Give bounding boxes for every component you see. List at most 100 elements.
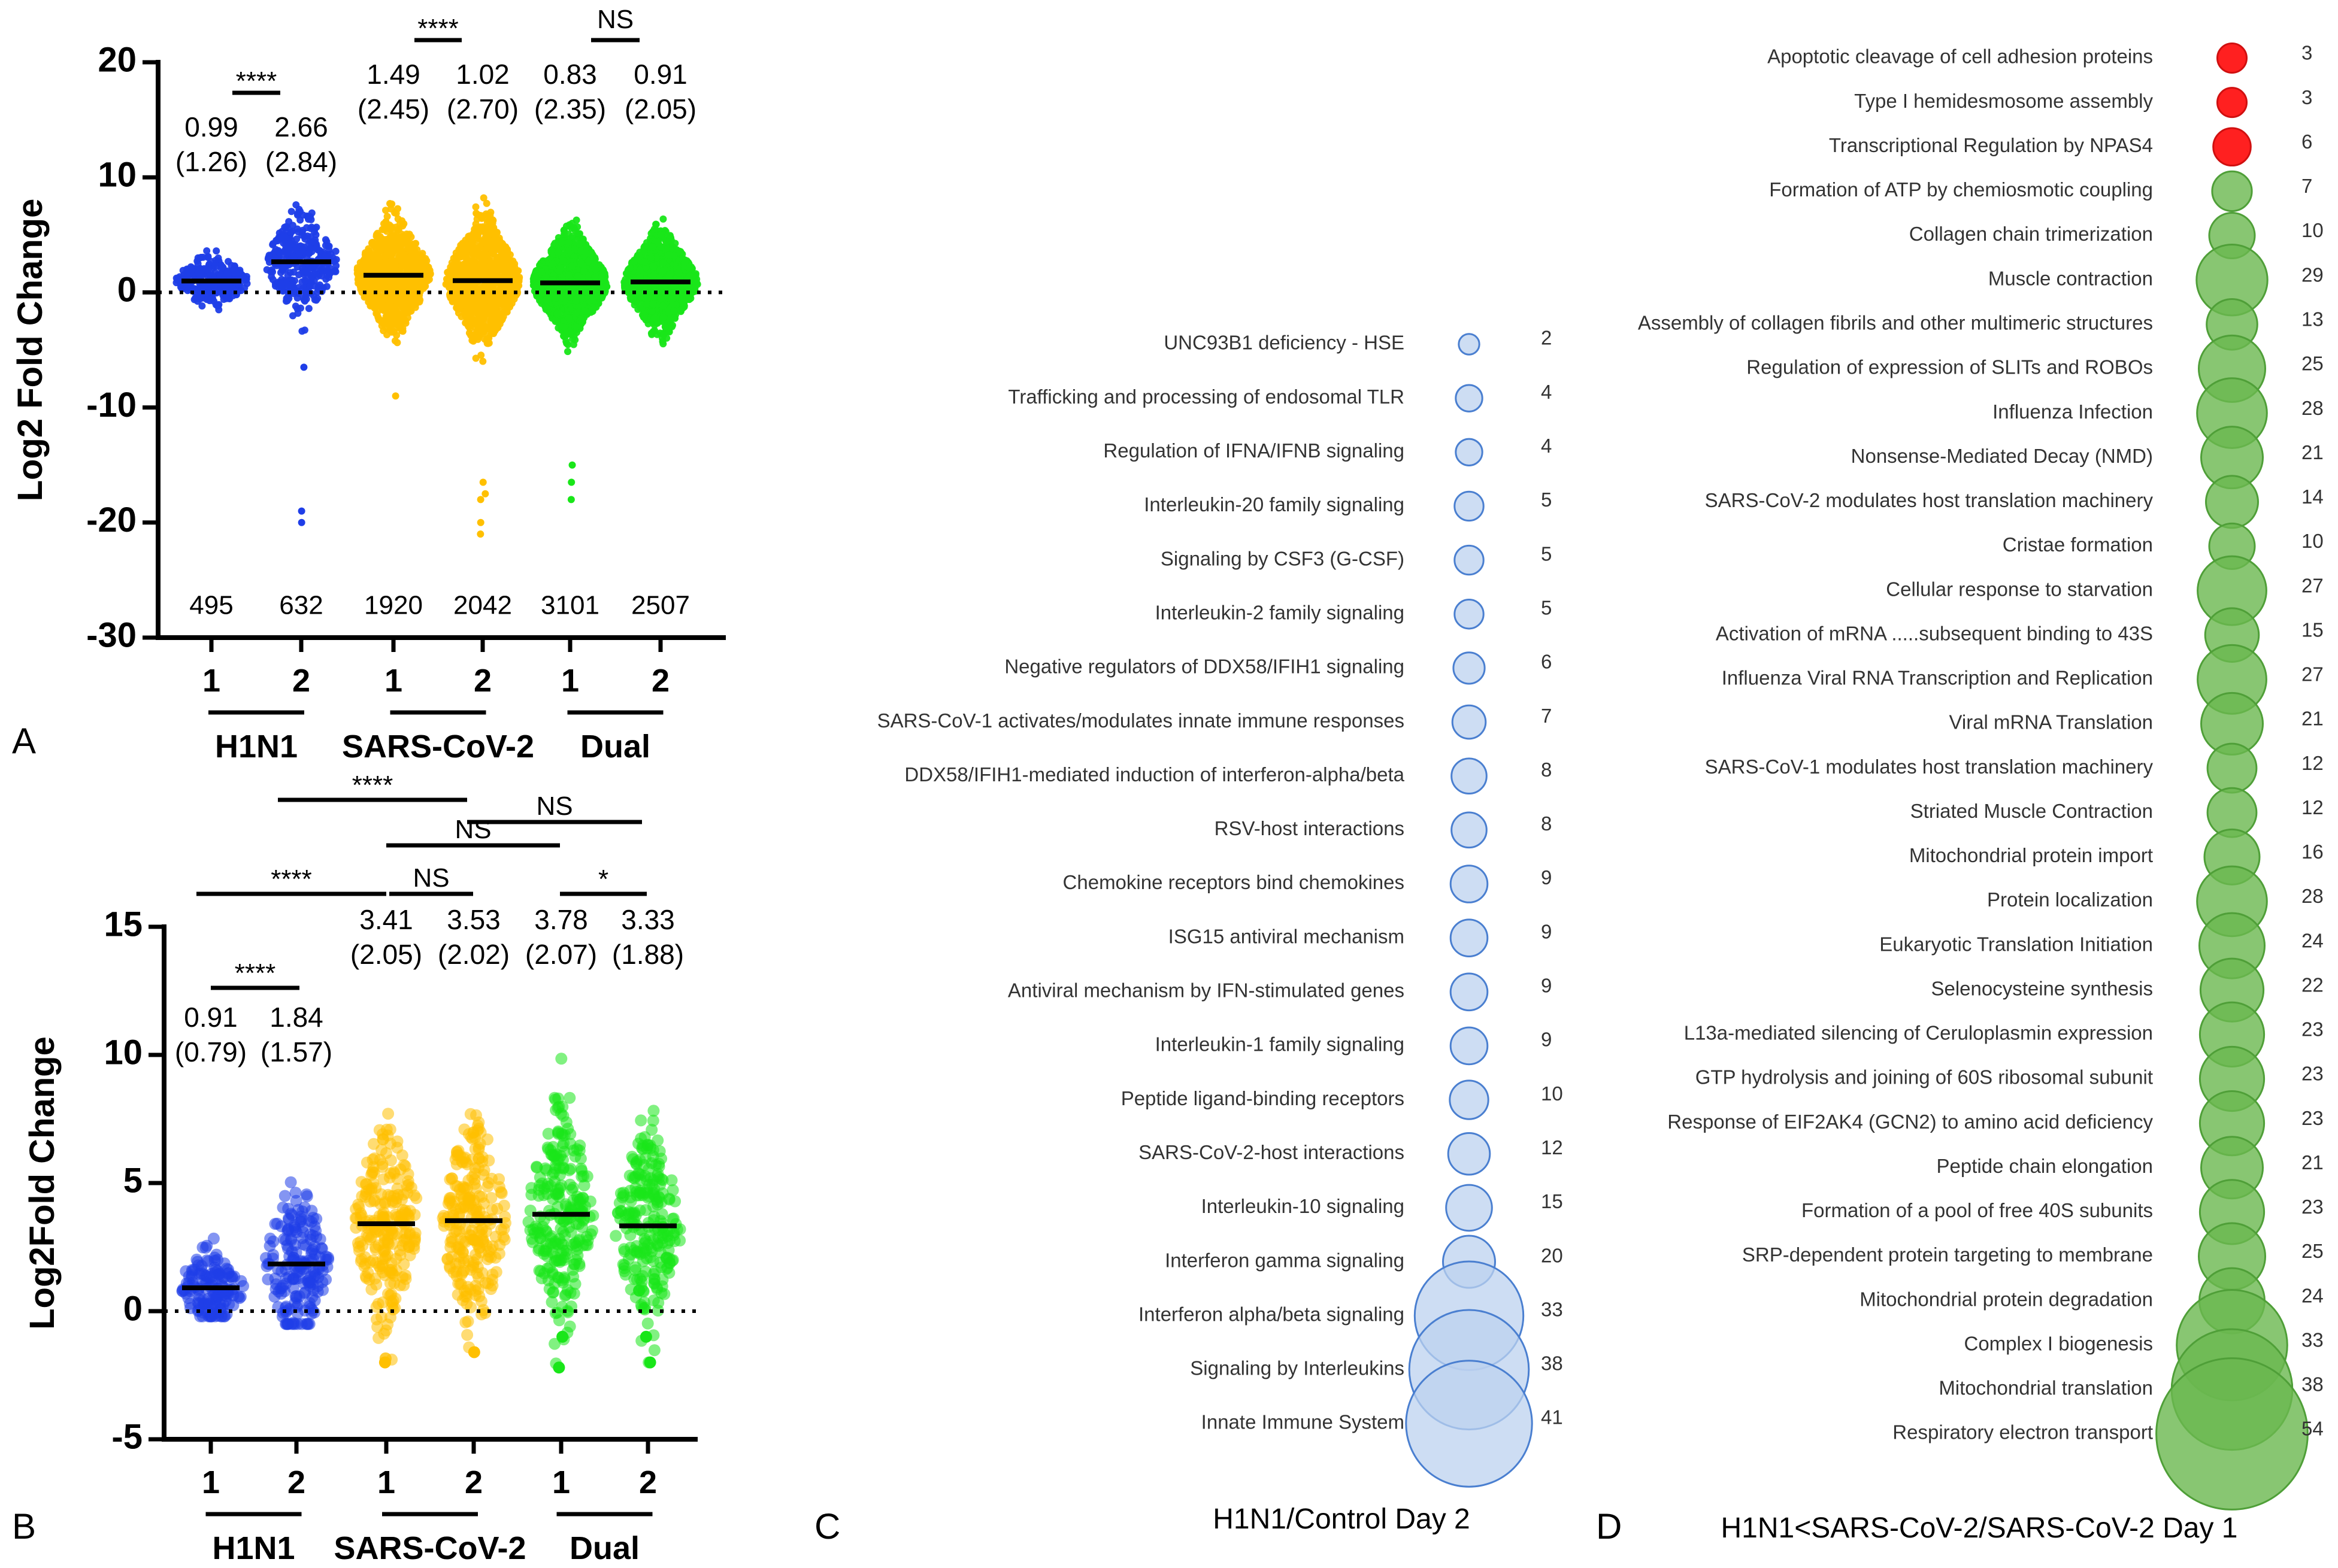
- data-point: [393, 339, 401, 347]
- data-point: [659, 314, 667, 321]
- data-point: [471, 251, 478, 259]
- data-point: [631, 257, 638, 265]
- data-point: [287, 208, 295, 216]
- data-point: [307, 272, 315, 280]
- data-point: [650, 225, 658, 233]
- data-point: [188, 1263, 201, 1276]
- data-point-outlier: [298, 518, 305, 526]
- data-point: [584, 257, 592, 265]
- data-point: [576, 240, 583, 248]
- data-point: [571, 226, 579, 234]
- data-point: [217, 264, 225, 272]
- sample-count-label: 1920: [364, 590, 423, 620]
- data-point-outlier: [298, 507, 305, 515]
- data-point: [209, 1266, 222, 1279]
- data-point: [284, 248, 292, 256]
- sd-value-label: (2.70): [447, 93, 519, 125]
- data-point: [398, 262, 405, 269]
- data-point: [580, 268, 588, 275]
- data-point: [459, 242, 467, 250]
- data-point: [558, 239, 565, 247]
- data-point: [478, 214, 486, 222]
- data-point: [395, 276, 402, 284]
- significance-label: ****: [236, 66, 277, 96]
- data-point: [387, 205, 395, 213]
- data-point: [242, 276, 250, 284]
- data-point: [190, 1253, 203, 1266]
- data-point: [284, 272, 292, 279]
- data-point: [401, 277, 408, 285]
- data-point: [462, 300, 470, 307]
- y-tick-label: -10: [86, 386, 137, 424]
- data-point: [298, 247, 306, 254]
- data-point-outlier: [392, 392, 399, 400]
- group-label: Dual: [580, 729, 650, 765]
- data-point: [322, 236, 329, 244]
- data-point-outlier: [568, 478, 576, 486]
- data-point: [298, 278, 306, 286]
- data-point: [174, 277, 181, 284]
- data-point: [292, 244, 300, 252]
- data-point: [659, 302, 667, 310]
- data-point: [640, 247, 647, 255]
- data-point: [214, 286, 222, 294]
- data-point: [241, 284, 249, 292]
- sd-value-label: (2.45): [358, 93, 429, 125]
- data-point: [411, 246, 419, 254]
- data-point: [450, 254, 458, 262]
- data-point: [293, 211, 301, 219]
- data-point: [209, 295, 216, 302]
- data-point: [380, 220, 387, 228]
- data-point: [490, 229, 498, 236]
- data-point: [450, 283, 458, 291]
- data-point: [269, 240, 277, 247]
- data-point-outlier: [568, 461, 576, 469]
- data-point: [283, 223, 290, 231]
- data-point: [310, 238, 318, 246]
- data-point: [372, 304, 380, 311]
- y-tick-label: 20: [98, 40, 137, 79]
- data-point-outlier: [477, 518, 484, 526]
- data-point: [369, 253, 377, 260]
- x-tick-label: 2: [652, 663, 670, 699]
- data-point: [543, 305, 551, 313]
- data-point: [293, 263, 301, 271]
- y-tick-label: -20: [86, 501, 137, 539]
- data-point: [395, 256, 402, 263]
- data-point: [287, 229, 295, 236]
- data-point: [681, 259, 689, 266]
- data-point: [459, 249, 467, 257]
- data-point: [194, 254, 202, 262]
- data-point: [549, 260, 557, 268]
- data-point: [292, 201, 300, 209]
- data-point: [487, 219, 495, 226]
- data-point: [397, 297, 405, 304]
- data-point: [692, 280, 699, 287]
- data-point: [659, 259, 667, 267]
- data-point: [302, 287, 310, 295]
- data-point: [318, 272, 326, 280]
- group-label: H1N1: [215, 729, 298, 765]
- data-point: [592, 266, 599, 274]
- data-point: [565, 271, 573, 279]
- data-point: [472, 203, 480, 211]
- data-point: [388, 292, 396, 299]
- x-tick-label: 1: [202, 663, 220, 699]
- sd-value-label: (2.35): [534, 93, 606, 125]
- data-point: [371, 241, 378, 248]
- data-point: [670, 307, 678, 315]
- data-point: [290, 253, 298, 260]
- data-point: [378, 251, 386, 259]
- data-point: [395, 245, 402, 253]
- data-point: [395, 283, 402, 291]
- data-point: [562, 332, 570, 339]
- data-points-layer: [172, 194, 701, 538]
- data-point: [394, 215, 402, 223]
- y-tick-label: 10: [98, 156, 137, 195]
- data-point: [235, 1275, 247, 1287]
- data-point: [190, 296, 198, 304]
- data-point: [561, 230, 568, 238]
- data-point: [478, 267, 486, 275]
- data-point: [378, 226, 386, 233]
- panel-b-plot: 0.91(0.79)11.84(1.57)23.41(2.05)13.53(2.…: [23, 771, 698, 1566]
